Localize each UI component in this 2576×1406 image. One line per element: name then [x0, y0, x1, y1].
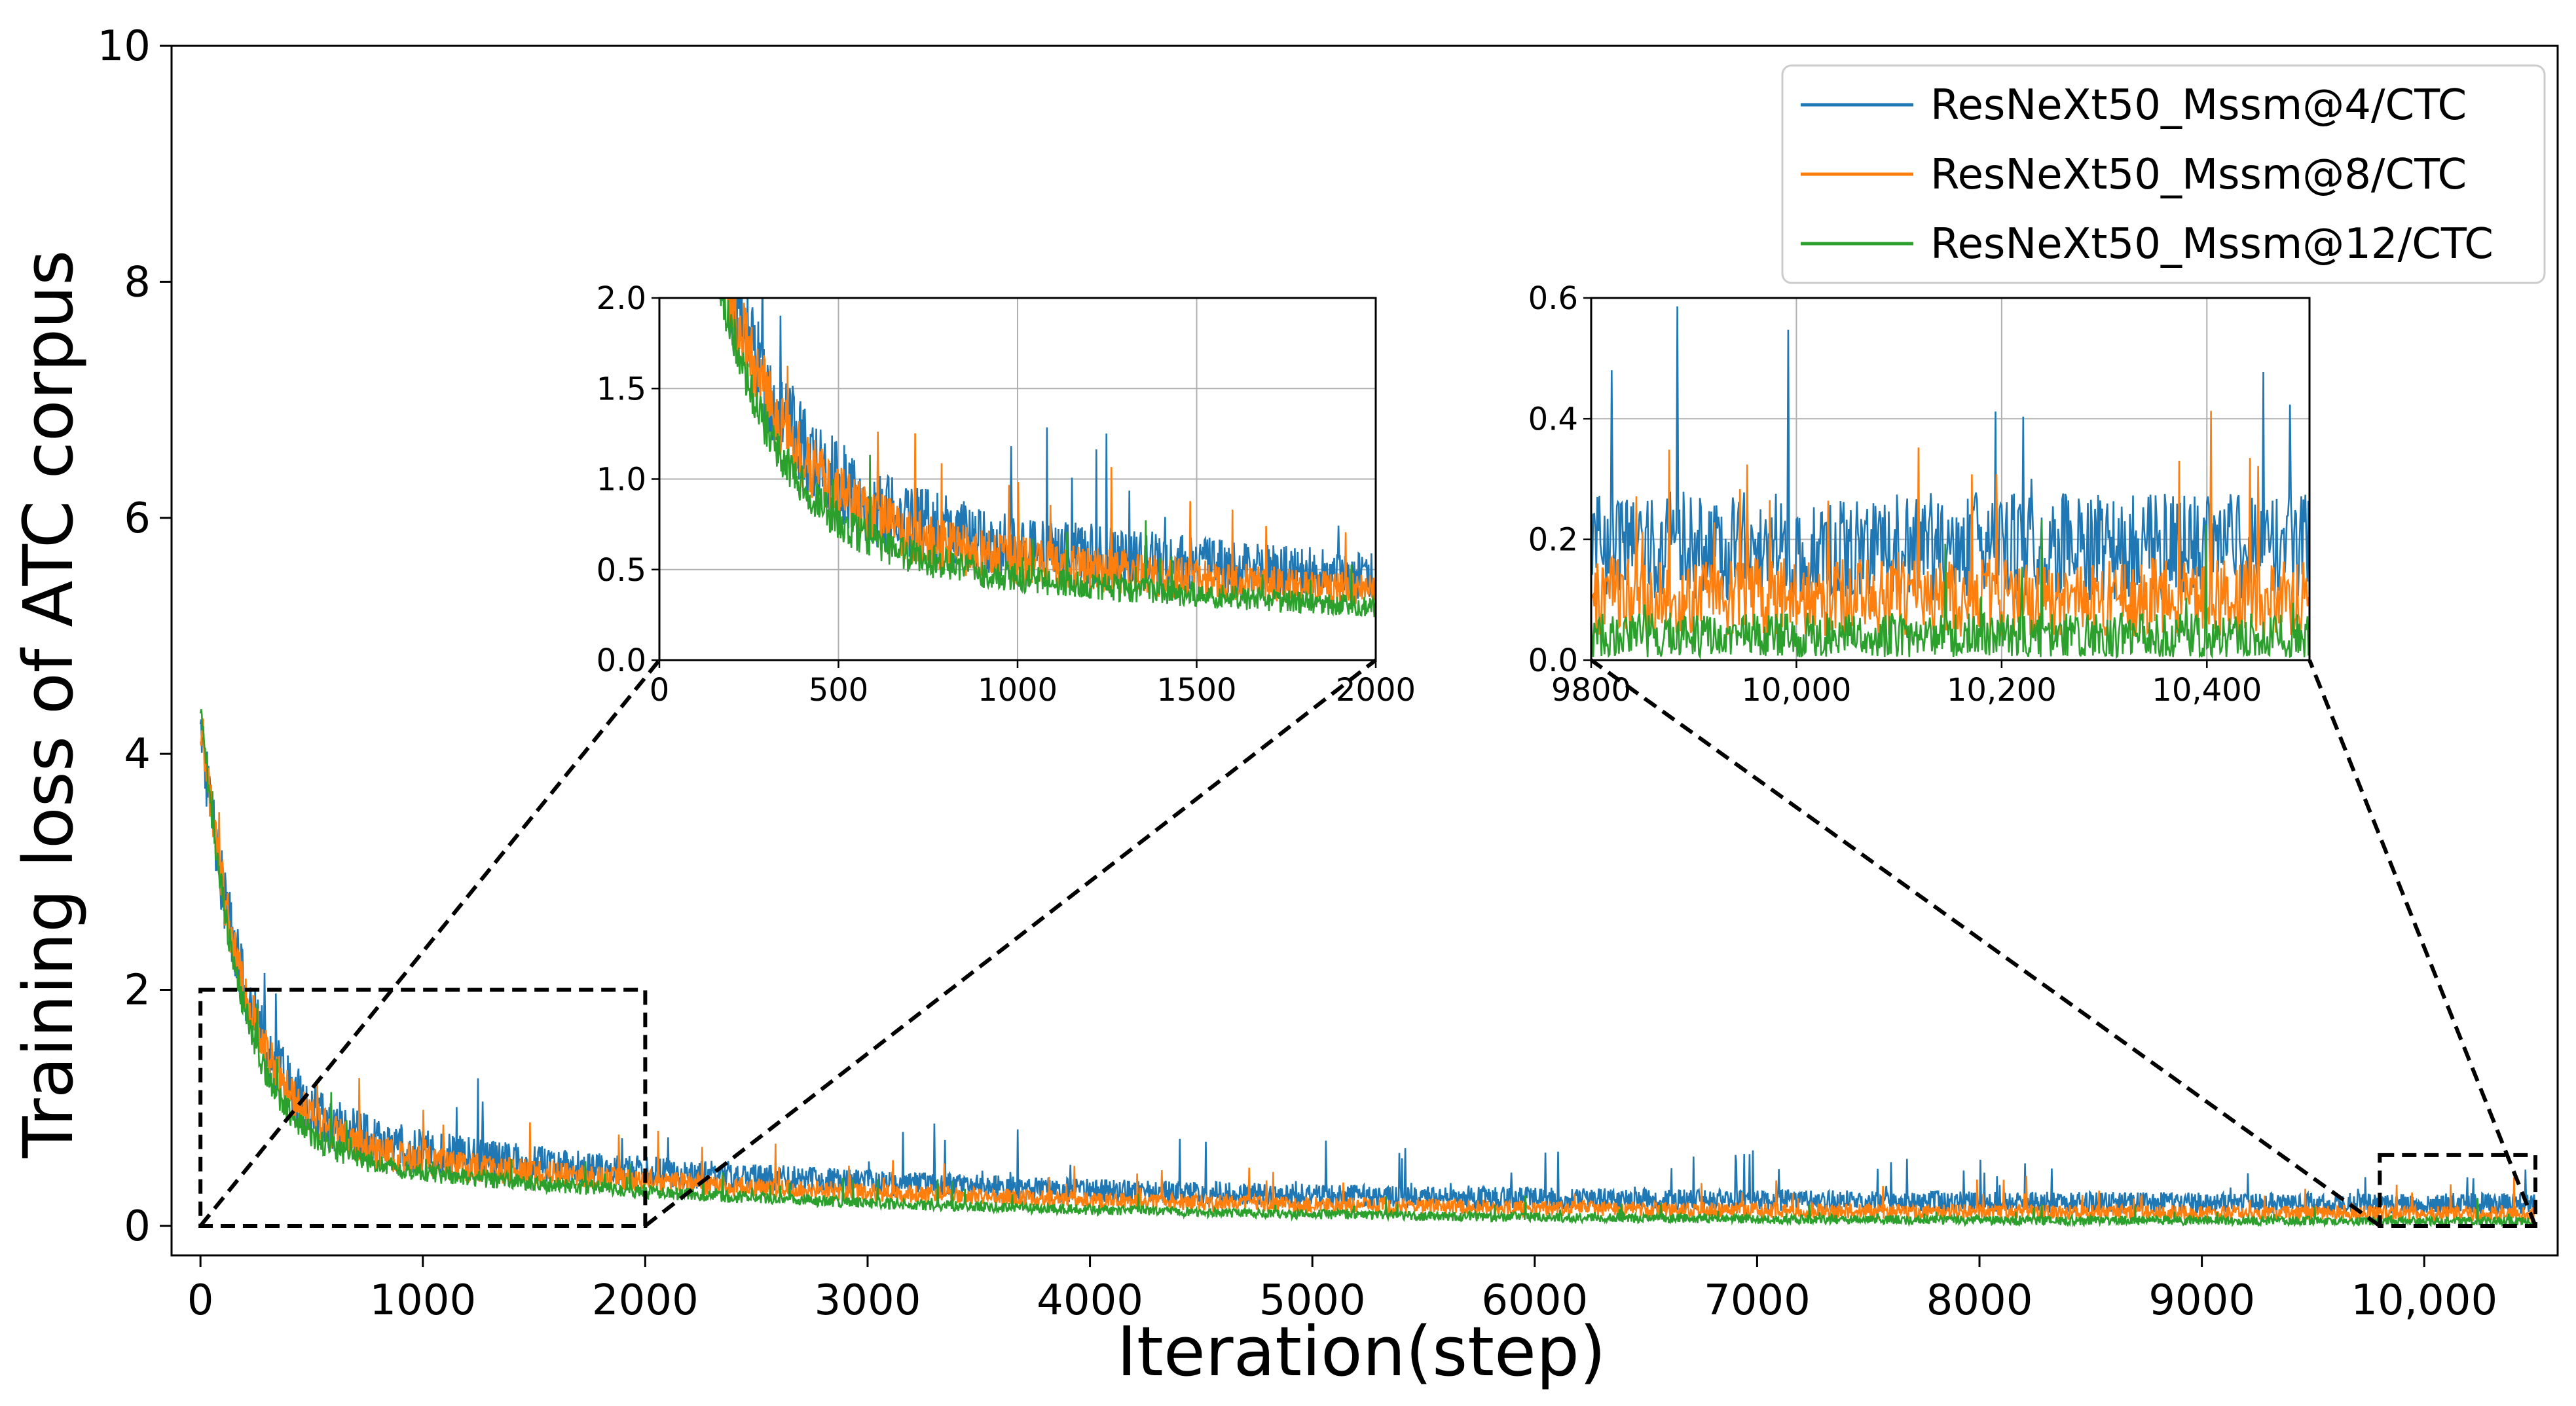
- inset-2-frame: [1590, 297, 2311, 661]
- legend-label-1: ResNeXt50_Mssm@4/CTC: [1930, 81, 2467, 130]
- main-axes-frame: [170, 45, 2559, 1257]
- y-axis-label: Training loss of ATC corpus: [9, 250, 88, 1159]
- inset-1-series-line-3: [718, 298, 1376, 618]
- x-tick-label: 1000: [369, 1276, 476, 1325]
- legend-box: [1781, 64, 2546, 284]
- inset-2-x-tick-label: 10,000: [1741, 672, 1851, 709]
- inset-1-x-tick-label: 0: [650, 672, 670, 709]
- zoom-connector-right-2: [2308, 659, 2537, 1227]
- x-tick-label: 9000: [2148, 1276, 2255, 1325]
- inset-2-y-tick-label: 0.0: [1528, 642, 1578, 679]
- inset-1-x-tick-label: 2000: [1336, 672, 1416, 709]
- y-tick-label: 0: [124, 1202, 151, 1251]
- zoom-region-1: [198, 988, 648, 1228]
- inset-1-y-tick-label: 0.5: [597, 552, 646, 589]
- inset-1-y-tick-label: 2.0: [597, 280, 646, 317]
- series-line-3: [199, 709, 2536, 1228]
- inset-1-y-tick-label: 1.5: [597, 371, 646, 407]
- x-tick-label: 6000: [1481, 1276, 1588, 1325]
- x-tick-label: 10,000: [2351, 1276, 2497, 1325]
- inset-2-y-tick-label: 0.2: [1528, 522, 1578, 559]
- inset-1-x-tick-label: 1500: [1156, 672, 1236, 709]
- inset-2-series-line-2: [1591, 411, 2309, 639]
- zoom-connector-right-1: [644, 658, 1377, 1228]
- inset-2-series-line-3: [1591, 519, 2309, 660]
- inset-2-y-tick-label: 0.6: [1528, 280, 1578, 317]
- zoom-connector-left-2: [1590, 658, 2382, 1228]
- inset-2-x-tick-label: 10,400: [2152, 672, 2262, 709]
- y-tick-label: 10: [98, 22, 151, 71]
- inset-1-x-tick-label: 500: [809, 672, 869, 709]
- x-tick-label: 2000: [592, 1276, 699, 1325]
- inset-2-y-tick-label: 0.4: [1528, 401, 1578, 437]
- x-tick-label: 0: [187, 1276, 214, 1325]
- x-tick-label: 8000: [1926, 1276, 2033, 1325]
- zoom-region-2: [2378, 1153, 2538, 1228]
- y-tick-label: 8: [124, 258, 151, 306]
- inset-1-frame: [658, 297, 1377, 661]
- x-axis-label: Iteration(step): [1116, 1312, 1606, 1392]
- x-tick-label: 5000: [1259, 1276, 1366, 1325]
- y-tick-label: 6: [124, 494, 151, 543]
- inset-1-y-tick-label: 0.0: [597, 642, 646, 679]
- series-line-2: [199, 718, 2536, 1224]
- x-tick-label: 7000: [1704, 1276, 1811, 1325]
- legend-label-2: ResNeXt50_Mssm@8/CTC: [1930, 151, 2467, 199]
- inset-2-x-tick-label: 10,200: [1947, 672, 2057, 709]
- x-tick-label: 3000: [815, 1276, 921, 1325]
- inset-1-series-line-2: [727, 298, 1376, 606]
- series-line-1: [199, 719, 2536, 1217]
- inset-1-x-tick-label: 1000: [978, 672, 1058, 709]
- y-tick-label: 4: [124, 730, 151, 779]
- inset-1-y-tick-label: 1.0: [597, 462, 646, 498]
- legend-label-3: ResNeXt50_Mssm@12/CTC: [1930, 220, 2493, 268]
- zoom-connector-left-1: [198, 659, 661, 1227]
- x-tick-label: 4000: [1037, 1276, 1143, 1325]
- y-tick-label: 2: [124, 967, 151, 1015]
- inset-2-series-line-1: [1591, 306, 2309, 601]
